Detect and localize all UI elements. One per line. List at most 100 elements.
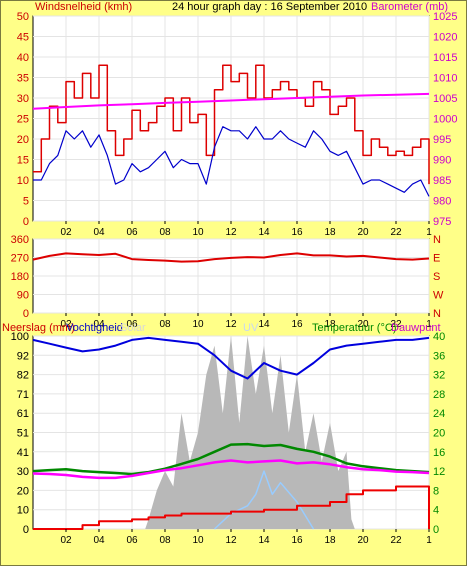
y2-tick-label: 8 xyxy=(433,485,439,497)
y2-tick-label: S xyxy=(433,271,440,283)
y2-tick-label: 1015 xyxy=(433,52,457,64)
y-tick-label: 100 xyxy=(11,331,29,343)
y-tick-label: 61 xyxy=(17,408,29,420)
y-tick-label: 51 xyxy=(17,428,29,440)
x-tick-label: 1 xyxy=(426,227,432,238)
chart-title: 24 hour graph day : 16 September 2010 xyxy=(172,1,367,13)
x-tick-label: 10 xyxy=(192,227,204,238)
x-tick-label: 22 xyxy=(390,227,402,238)
y-tick-label: 20 xyxy=(17,134,29,146)
y2-tick-label: 28 xyxy=(433,389,445,401)
y-tick-label: 0 xyxy=(23,524,29,536)
x-tick-label: 04 xyxy=(93,319,105,330)
y-tick-label: 50 xyxy=(17,11,29,23)
y2-tick-label: W xyxy=(433,290,444,302)
solar-legend-label: Solar xyxy=(120,322,146,334)
barometer-line xyxy=(32,92,430,110)
x-tick-label: 18 xyxy=(324,535,336,546)
x-tick-label: 06 xyxy=(126,227,138,238)
y2-tick-label: 975 xyxy=(433,216,451,228)
x-tick-label: 1 xyxy=(426,535,432,546)
y2-tick-label: 1025 xyxy=(433,11,457,23)
x-tick-label: 20 xyxy=(357,227,369,238)
rain-line xyxy=(33,485,430,530)
y2-tick-label: 16 xyxy=(433,447,445,459)
x-tick-label: 16 xyxy=(291,227,303,238)
y2-tick-label: 1010 xyxy=(433,73,457,85)
x-tick-label: 12 xyxy=(225,227,237,238)
temperature-line xyxy=(32,442,430,476)
x-tick-label: 20 xyxy=(357,319,369,330)
y-tick-label: 270 xyxy=(11,253,29,265)
y-tick-label: 15 xyxy=(17,155,29,167)
x-tick-label: 22 xyxy=(390,319,402,330)
x-tick-label: 18 xyxy=(324,319,336,330)
y2-tick-label: E xyxy=(433,253,440,265)
y2-tick-label: 985 xyxy=(433,175,451,187)
solar-area xyxy=(33,336,429,529)
y2-tick-label: 32 xyxy=(433,370,445,382)
x-tick-label: 12 xyxy=(225,535,237,546)
y2-tick-label: N xyxy=(433,234,441,246)
wind-direction-line xyxy=(32,252,430,263)
y2-tick-label: 4 xyxy=(433,505,439,517)
y-tick-label: 180 xyxy=(11,271,29,283)
y2-tick-label: 1020 xyxy=(433,32,457,44)
y2-tick-label: 36 xyxy=(433,350,445,362)
x-tick-label: 08 xyxy=(159,319,171,330)
x-tick-label: 16 xyxy=(291,319,303,330)
wind-axis-title: Windsnelheid (kmh) xyxy=(35,1,132,13)
y-tick-label: 10 xyxy=(17,505,29,517)
y-tick-label: 82 xyxy=(17,370,29,382)
y2-tick-label: N xyxy=(433,308,441,320)
y2-tick-label: 20 xyxy=(433,428,445,440)
dewpoint-legend-label: Dauwpunt xyxy=(391,322,441,334)
x-tick-label: 10 xyxy=(192,535,204,546)
y-tick-label: 35 xyxy=(17,73,29,85)
humidity-legend-label: Vochtigheid xyxy=(66,322,123,334)
y2-tick-label: 12 xyxy=(433,466,445,478)
wind-speed-line xyxy=(33,64,430,185)
y-tick-label: 30 xyxy=(17,93,29,105)
y-tick-label: 41 xyxy=(17,447,29,459)
x-tick-label: 12 xyxy=(225,319,237,330)
barometer-axis-title: Barometer (mb) xyxy=(371,1,448,13)
x-tick-label: 08 xyxy=(159,535,171,546)
x-tick-label: 20 xyxy=(357,535,369,546)
y-tick-label: 360 xyxy=(11,234,29,246)
x-tick-label: 14 xyxy=(258,319,270,330)
x-tick-label: 16 xyxy=(291,535,303,546)
y-tick-label: 10 xyxy=(17,175,29,187)
x-tick-label: 10 xyxy=(192,319,204,330)
y-tick-label: 40 xyxy=(17,52,29,64)
y2-tick-label: 1000 xyxy=(433,114,457,126)
y2-tick-label: 0 xyxy=(433,524,439,536)
y-tick-label: 45 xyxy=(17,32,29,44)
x-tick-label: 14 xyxy=(258,227,270,238)
y-tick-label: 25 xyxy=(17,114,29,126)
y-tick-label: 20 xyxy=(17,485,29,497)
y2-tick-label: 995 xyxy=(433,134,451,146)
x-tick-label: 14 xyxy=(258,535,270,546)
y2-tick-label: 990 xyxy=(433,155,451,167)
x-tick-label: 22 xyxy=(390,535,402,546)
y-tick-label: 5 xyxy=(23,196,29,208)
x-tick-label: 06 xyxy=(126,319,138,330)
dewpoint-line xyxy=(32,459,430,480)
y2-tick-label: 980 xyxy=(433,196,451,208)
humidity-line xyxy=(32,336,430,380)
y2-tick-label: 24 xyxy=(433,408,445,420)
uv-legend-label: UV xyxy=(243,322,259,334)
y-tick-label: 30 xyxy=(17,466,29,478)
y-tick-label: 0 xyxy=(23,308,29,320)
y2-tick-label: 40 xyxy=(433,331,445,343)
x-tick-label: 18 xyxy=(324,227,336,238)
x-tick-label: 08 xyxy=(159,227,171,238)
y-tick-label: 90 xyxy=(17,290,29,302)
x-tick-label: 04 xyxy=(93,535,105,546)
x-tick-label: 04 xyxy=(93,227,105,238)
wind-average-line xyxy=(33,126,430,197)
y2-tick-label: 1005 xyxy=(433,93,457,105)
x-tick-label: 02 xyxy=(60,319,72,330)
